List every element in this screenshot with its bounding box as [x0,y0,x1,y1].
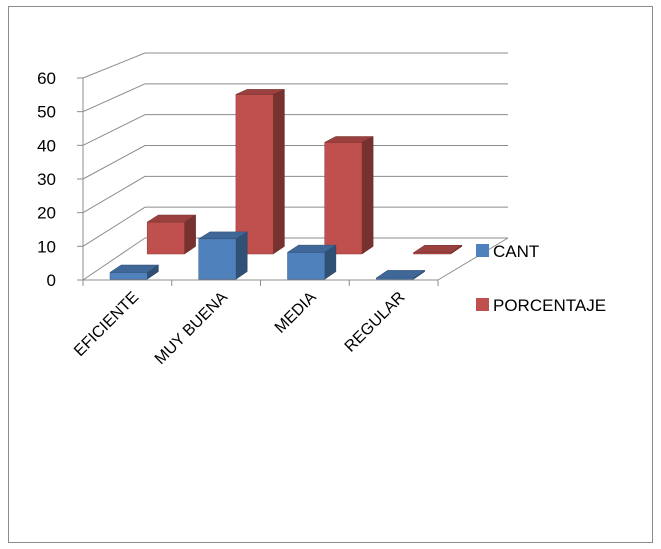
gridline-depth-30 [82,145,146,180]
y-tick-label: 30 [37,170,56,189]
bars-layer [109,89,463,280]
bar-porcentaje-muy-buena [235,89,285,255]
bar-porcentaje-regular [412,244,463,255]
y-tick-labels: 0 10 20 30 40 50 60 [37,69,56,290]
gridline-depth-50 [82,83,146,113]
bar-porcentaje-eficiente [146,214,197,255]
category-label: MEDIA [272,289,320,337]
legend: CANT PORCENTAJE [476,242,606,315]
y-tick-label: 60 [37,69,56,88]
bar-cant-muy-buena [197,231,249,280]
gridline-depth-40 [82,114,146,146]
category-labels: EFICIENTE MUY BUENA MEDIA REGULAR [71,289,408,368]
legend-swatch-cant [476,244,489,257]
bar-porcentaje-media [324,136,374,255]
gridline-depth-0 [82,237,146,281]
y-tick-label: 0 [47,271,56,290]
legend-swatch-porcentaje [476,298,489,311]
y-tick-label: 50 [37,103,56,122]
gridline-depth-10 [82,206,146,247]
category-label: EFICIENTE [71,289,142,360]
gridline-depth-20 [82,175,146,214]
bar-cant-media [286,244,337,280]
y-tick-label: 20 [37,204,56,223]
y-tick-label: 10 [37,237,56,256]
category-label: REGULAR [342,289,409,356]
legend-label-cant: CANT [493,242,539,261]
legend-label-porcentaje: PORCENTAJE [493,296,606,315]
category-label: MUY BUENA [152,289,231,368]
floor-right-edge [437,237,509,281]
y-tick-label: 40 [37,136,56,155]
bar-cant-regular [375,269,426,280]
gridline-depth-60 [82,52,146,79]
bar-cant-eficiente [109,264,160,280]
